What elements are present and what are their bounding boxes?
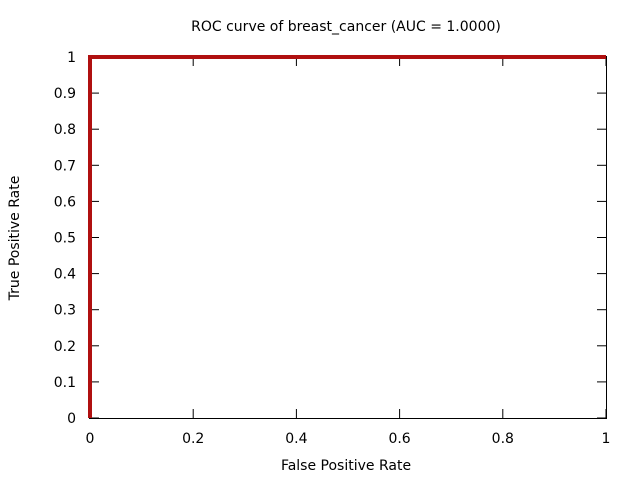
y-tick-label: 0.2 bbox=[54, 339, 76, 355]
x-tick-label: 0.4 bbox=[285, 431, 307, 447]
ticks-layer: 0 0.2 0.4 0.6 0.8 1 0 0.1 0.2 0.3 0.4 0.5 0.6 0.7 0.8 0… bbox=[54, 50, 611, 447]
series-layer bbox=[88, 55, 606, 418]
y-tick-label: 0 bbox=[67, 411, 76, 427]
y-tick-label: 0.5 bbox=[54, 231, 76, 247]
x-axis-label: False Positive Rate bbox=[281, 458, 411, 474]
y-tick-label: 0.3 bbox=[54, 303, 76, 319]
y-tick-label: 1 bbox=[67, 50, 76, 66]
y-tick-label: 0.4 bbox=[54, 267, 76, 283]
plot-frame bbox=[89, 56, 607, 419]
x-tick-label: 0 bbox=[86, 431, 95, 447]
y-tick-label: 0.8 bbox=[54, 122, 76, 138]
x-tick-label: 0.2 bbox=[182, 431, 204, 447]
y-tick-label: 0.9 bbox=[54, 86, 76, 102]
y-axis-label: True Positive Rate bbox=[7, 176, 23, 302]
y-tick-label: 0.7 bbox=[54, 158, 76, 174]
y-tick-label: 0.1 bbox=[54, 375, 76, 391]
roc-curve-line bbox=[88, 55, 606, 418]
x-tick-label: 0.8 bbox=[492, 431, 514, 447]
x-tick-label: 0.6 bbox=[388, 431, 410, 447]
y-tick-label: 0.6 bbox=[54, 194, 76, 210]
chart-title: ROC curve of breast_cancer (AUC = 1.0000… bbox=[191, 19, 501, 35]
x-tick-label: 1 bbox=[602, 431, 611, 447]
